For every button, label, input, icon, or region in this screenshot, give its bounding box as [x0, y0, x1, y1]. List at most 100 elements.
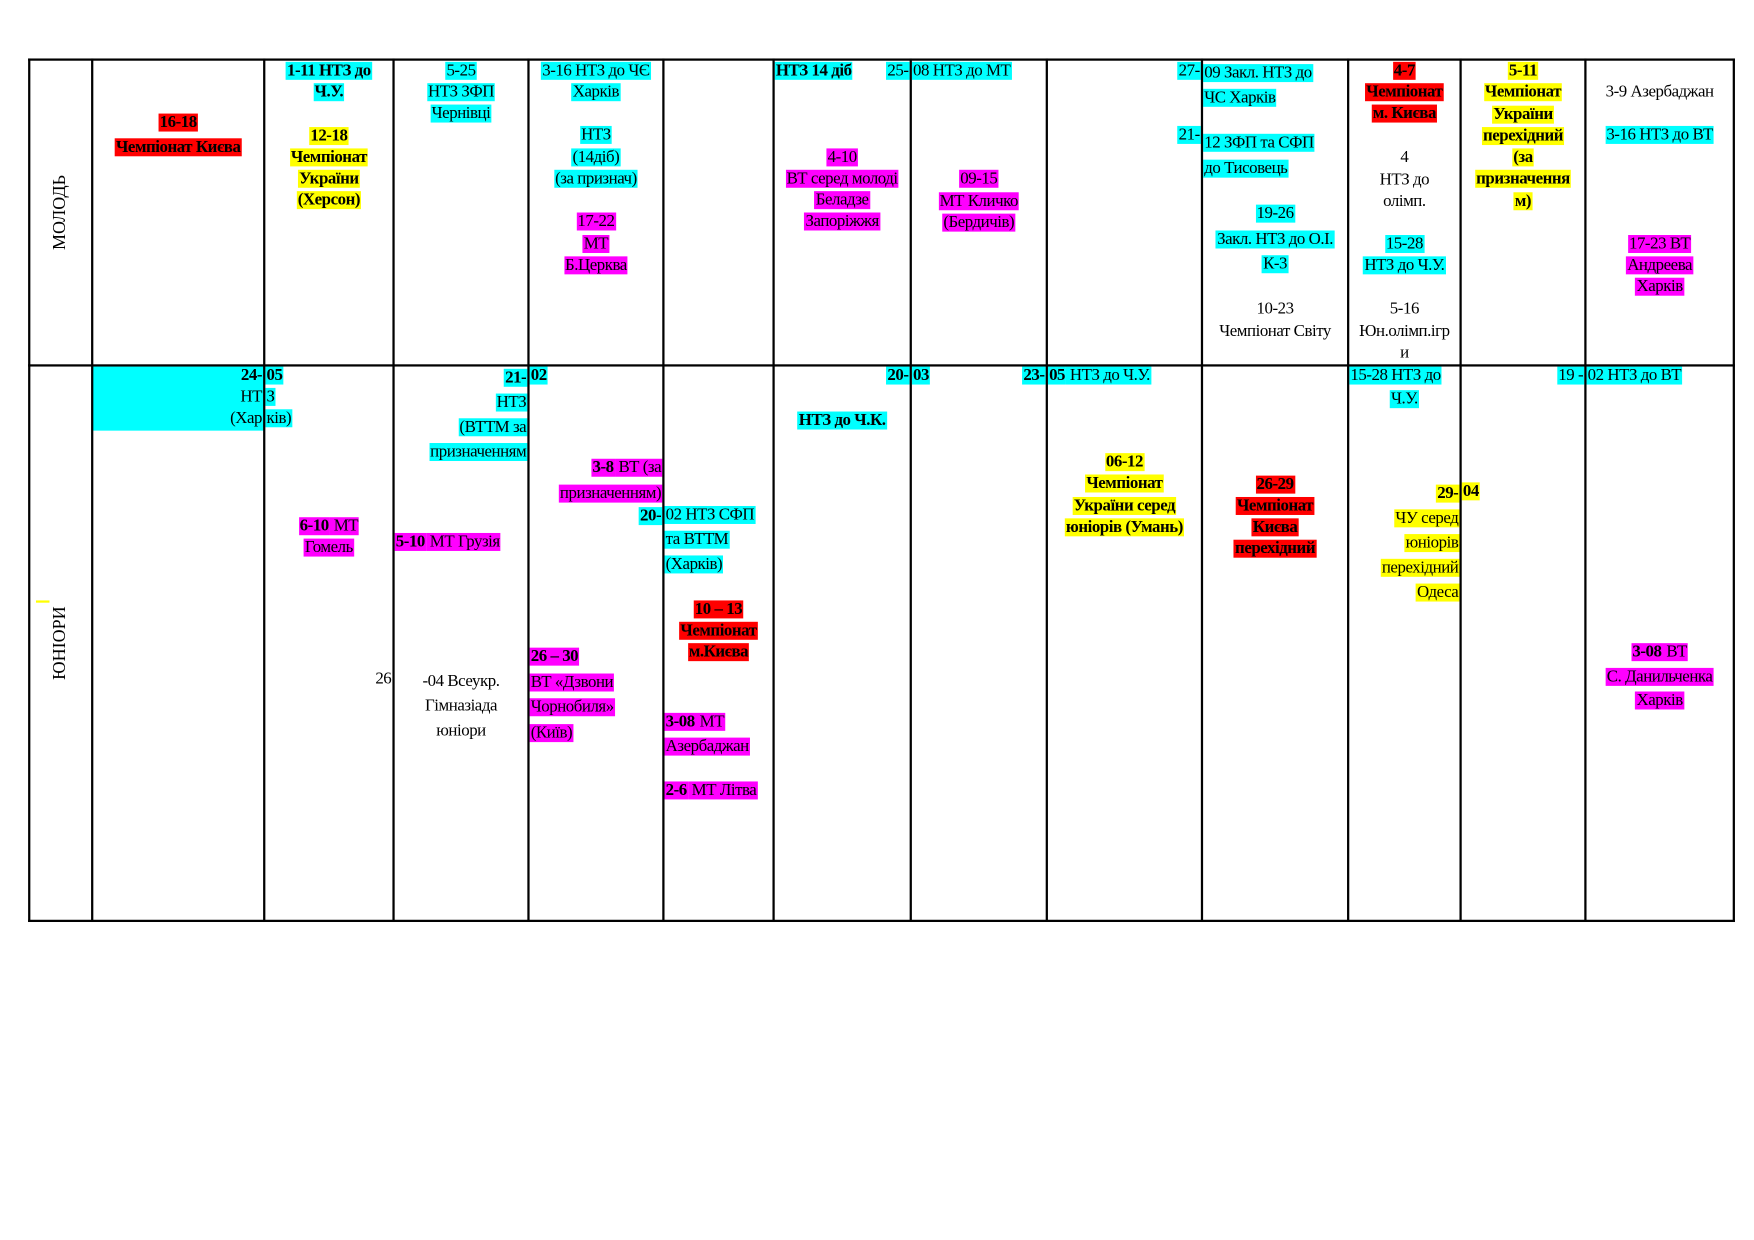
event-text: 4: [1400, 148, 1409, 167]
event-line: 3-16 НТЗ до ВТ: [1587, 125, 1733, 146]
event-line: НТЗ до: [1349, 169, 1459, 191]
event-line: 03: [911, 365, 1046, 386]
event-date: 05: [1047, 366, 1067, 385]
event-text: Чемпіонат: [1085, 474, 1164, 493]
event-text: Чемпіонат: [1483, 83, 1563, 102]
event-line: Гімназіада: [395, 694, 528, 719]
event-text: (Харків): [664, 555, 724, 574]
event-text: призначенням): [558, 484, 663, 503]
event-text: 02 НТЗ СФП: [664, 505, 756, 524]
event-text: Одеса: [1415, 583, 1460, 602]
event-line: НТ: [93, 387, 264, 408]
event-line: (за: [1462, 148, 1585, 170]
event-text: 27-: [1177, 61, 1201, 80]
event-block: Ч.У.: [1349, 389, 1459, 410]
event-text: Києва: [1251, 518, 1299, 537]
event-block: 19-26 Закл. НТЗ до О.І. К-3: [1203, 201, 1347, 277]
event-text: Азербаджан: [664, 737, 750, 756]
event-text: Ч.У.: [313, 83, 345, 102]
event-line: 17-23 ВТ: [1587, 234, 1733, 255]
event-text: Б.Церква: [563, 256, 628, 275]
event-text: Беладзе: [814, 191, 870, 210]
row-divider: [28, 919, 1735, 923]
event-block: 02: [529, 365, 663, 386]
event-text: 10-23: [1256, 300, 1295, 319]
event-line: (Херсон): [265, 190, 392, 211]
event-text: ВТ «Дзвони: [529, 672, 615, 691]
event-text: 19 -: [1557, 366, 1585, 385]
event-line: 20-: [775, 365, 910, 386]
event-block: 26 – 30 ВТ «Дзвони Чорнобиля» (Київ): [529, 644, 663, 745]
event-line: 3-9 Азербаджан: [1587, 82, 1733, 103]
event-line: 09 Закл. НТЗ до: [1203, 61, 1347, 86]
event-text: (Херсон): [296, 191, 362, 210]
event-line: 27-: [1048, 61, 1201, 82]
event-date: 26 – 30: [529, 647, 580, 666]
event-line: К-3: [1203, 252, 1347, 277]
event-line: 15-28: [1349, 234, 1459, 255]
event-text: перехідний: [1380, 558, 1460, 577]
event-line: 26 – 30: [529, 644, 663, 669]
row-label-youth: МОЛОДЬ: [50, 175, 70, 251]
event-line: Чемпіонат: [665, 621, 773, 642]
event-line: Чемпіонат: [1462, 82, 1585, 104]
event-block: 10 – 13 Чемпіонат м.Києва: [665, 599, 773, 663]
event-line: НТЗ: [395, 390, 528, 415]
event-text: 12-18: [309, 127, 349, 146]
event-line: 08 НТЗ до МТ: [911, 61, 1046, 82]
event-block: 26-29 Чемпіонат Києва перехідний: [1203, 474, 1347, 559]
event-line: 6-10 МТ: [265, 516, 392, 537]
event-block: 02 НТЗ СФП та ВТТМ (Харків): [664, 503, 773, 577]
column-divider: [263, 58, 265, 923]
event-line: (14діб): [530, 147, 663, 169]
event-line: 5-10 МТ Грузія: [394, 532, 528, 553]
event-line: 4-7: [1349, 61, 1459, 82]
event-date: 05: [265, 366, 284, 385]
event-text: Чемпіонат: [1235, 496, 1315, 515]
event-text: 5-16: [1389, 300, 1420, 319]
event-line: Харків: [1587, 277, 1733, 298]
event-line: Юн.олімп.ігр: [1349, 321, 1459, 343]
event-date: 29-: [1436, 484, 1460, 503]
event-block: 1-11 НТЗ до Ч.У.: [265, 61, 392, 104]
event-line: 5-25: [395, 61, 528, 82]
event-text: МТ Грузія: [426, 532, 501, 551]
event-block: 12-18 Чемпіонат України (Херсон): [265, 126, 392, 211]
event-text: Ч.У.: [1389, 390, 1419, 409]
event-block: 09 Закл. НТЗ до ЧС Харків: [1203, 61, 1347, 110]
event-line: Чемпіонат: [1203, 496, 1347, 517]
event-line: 04: [1461, 481, 1585, 502]
event-text: НТЗ до: [1379, 170, 1430, 189]
event-block: 20-: [775, 365, 910, 386]
event-line: Закл. НТЗ до О.І.: [1203, 227, 1347, 252]
event-text: 16-18: [158, 113, 198, 132]
event-text: м): [1513, 192, 1533, 211]
highlight-mark: [35, 600, 50, 603]
event-line: 10 – 13: [665, 599, 773, 620]
event-date: 3-08: [664, 712, 696, 731]
event-text: 4-7: [1392, 61, 1417, 80]
event-text: 26: [375, 670, 392, 689]
event-line: 15-28 НТЗ до: [1349, 365, 1459, 386]
event-block: 3-08 ВТ С. Данильченка Харків: [1587, 641, 1733, 714]
event-text: З: [265, 387, 276, 406]
event-text: Харків: [571, 83, 621, 102]
event-block: 15-28 НТЗ до: [1349, 365, 1459, 386]
event-line: 02 НТЗ до ВТ: [1586, 365, 1733, 386]
event-block: 27-: [1048, 61, 1201, 82]
column-divider: [1045, 58, 1049, 923]
event-text: и: [1400, 344, 1409, 363]
event-block: 15-28 НТЗ до Ч.У.: [1349, 234, 1459, 277]
event-text: ВТ: [1662, 643, 1688, 662]
event-text: МТ Літва: [687, 781, 758, 800]
event-text: НТЗ до Ч.У.: [1363, 256, 1446, 275]
event-text: України серед: [1072, 496, 1177, 515]
event-block: 21-: [1048, 125, 1201, 146]
event-line: 16-18: [93, 110, 263, 135]
event-date: 03: [911, 366, 931, 385]
event-line: олімп.: [1349, 191, 1459, 213]
event-line: (Хар: [93, 408, 264, 429]
event-line: 05: [265, 365, 392, 386]
event-block: 4 НТЗ до олімп.: [1349, 147, 1459, 213]
